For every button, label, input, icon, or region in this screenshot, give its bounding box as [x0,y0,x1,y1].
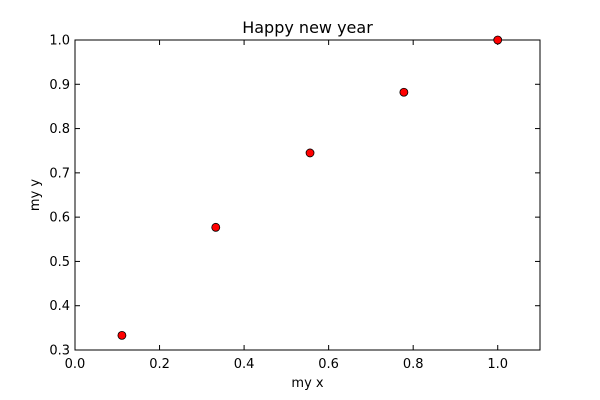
y-tick-label: 0.8 [49,122,70,137]
x-tick-label: 0.6 [318,357,339,372]
y-tick-label: 1.0 [49,34,70,49]
data-point [117,330,127,340]
y-tick-label: 0.7 [49,166,70,181]
y-tick-label: 0.3 [49,344,70,359]
y-tick-label: 0.5 [49,255,70,270]
x-tick-label: 1.0 [487,357,508,372]
x-tick-label: 0.0 [65,357,86,372]
data-point [305,148,315,158]
plot-area-frame [74,39,541,351]
x-axis-label: my x [291,376,323,391]
y-axis-label: my y [28,179,43,211]
x-tick-label: 0.4 [234,357,255,372]
data-point [211,222,221,232]
y-tick-label: 0.6 [49,211,70,226]
data-points [117,35,503,340]
y-axis-ticks: 0.3 0.4 0.5 0.6 0.7 0.8 0.9 1.0 [49,34,540,359]
x-tick-label: 0.2 [149,357,170,372]
x-axis-ticks: 0.0 0.2 0.4 0.6 0.8 1.0 [65,40,508,372]
x-tick-label: 0.8 [403,357,424,372]
data-point [493,35,503,45]
data-point [399,87,409,97]
y-tick-label: 0.9 [49,78,70,93]
y-tick-label: 0.4 [49,299,70,314]
chart-title: Happy new year [242,18,373,37]
